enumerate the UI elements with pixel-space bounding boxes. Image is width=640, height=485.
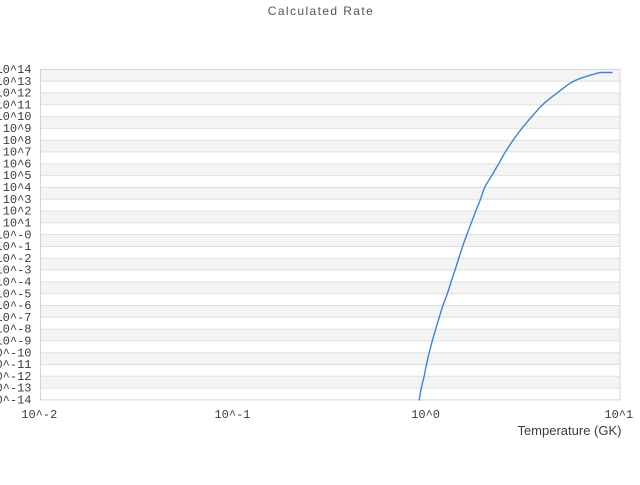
svg-text:Calculated Rate: Calculated Rate (268, 4, 374, 18)
svg-text:10^-1: 10^-1 (214, 408, 250, 422)
svg-text:10^2: 10^2 (3, 205, 32, 219)
svg-text:10^-7: 10^-7 (0, 311, 32, 325)
svg-text:10^-2: 10^-2 (21, 408, 57, 422)
svg-text:10^-2: 10^-2 (0, 252, 32, 266)
svg-text:10^-11: 10^-11 (0, 358, 32, 372)
svg-text:10^-1: 10^-1 (0, 240, 32, 254)
svg-text:10^-8: 10^-8 (0, 323, 32, 337)
svg-text:10^-0: 10^-0 (0, 228, 32, 242)
svg-text:10^-6: 10^-6 (0, 299, 32, 313)
svg-text:10^-12: 10^-12 (0, 370, 32, 384)
svg-text:10^-3: 10^-3 (0, 264, 32, 278)
svg-text:10^-9: 10^-9 (0, 334, 32, 348)
svg-text:10^9: 10^9 (3, 122, 32, 136)
svg-text:10^12: 10^12 (0, 87, 32, 101)
svg-text:10^1: 10^1 (604, 408, 633, 422)
svg-text:10^-13: 10^-13 (0, 382, 32, 396)
svg-text:10^-10: 10^-10 (0, 346, 32, 360)
svg-text:10^13: 10^13 (0, 75, 32, 89)
svg-text:10^8: 10^8 (3, 134, 32, 148)
svg-text:10^1: 10^1 (3, 216, 32, 230)
svg-text:10^5: 10^5 (3, 169, 32, 183)
svg-text:10^4: 10^4 (3, 181, 32, 195)
svg-text:10^-5: 10^-5 (0, 287, 32, 301)
svg-text:Temperature (GK): Temperature (GK) (517, 423, 621, 438)
svg-text:10^-14: 10^-14 (0, 394, 32, 408)
svg-text:10^10: 10^10 (0, 110, 32, 124)
svg-text:10^3: 10^3 (3, 193, 32, 207)
svg-text:10^0: 10^0 (411, 408, 440, 422)
svg-text:10^11: 10^11 (0, 98, 32, 112)
svg-text:10^-4: 10^-4 (0, 275, 32, 289)
svg-text:10^14: 10^14 (0, 63, 32, 77)
svg-text:10^6: 10^6 (3, 157, 32, 171)
svg-text:10^7: 10^7 (3, 146, 32, 160)
